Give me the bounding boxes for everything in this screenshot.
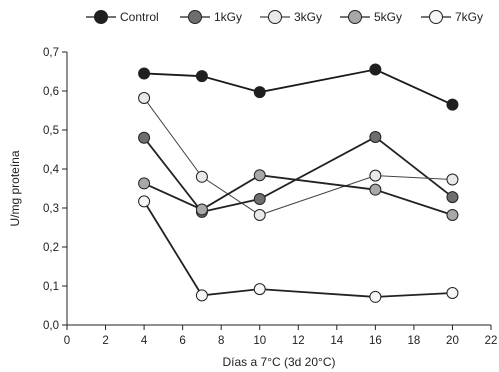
series-line-control	[144, 68, 453, 106]
y-tick-label: 0,3	[43, 203, 59, 215]
series-7kgy	[138, 195, 459, 303]
legend-item-control: Control	[86, 10, 159, 24]
x-tick-label: 4	[141, 335, 148, 347]
data-point-7kgy	[369, 290, 382, 303]
x-tick-label: 10	[253, 335, 266, 347]
data-point-3kgy	[138, 92, 151, 105]
series-5kgy	[138, 169, 459, 222]
x-tick-label: 22	[485, 335, 498, 347]
data-point-7kgy	[446, 287, 459, 300]
x-tick-label: 2	[102, 335, 108, 347]
legend: Control 1kGy 3kGy 5kGy 7kGy	[86, 10, 483, 24]
data-point-7kgy	[138, 195, 151, 208]
y-tick-label: 0,5	[43, 125, 59, 137]
y-tick-label: 0,1	[43, 281, 59, 293]
x-tick-label: 14	[330, 335, 343, 347]
data-point-control	[446, 98, 459, 111]
series-3kgy	[138, 92, 459, 222]
data-point-1kgy	[253, 193, 266, 206]
legend-item-7kgy: 7kGy	[421, 10, 483, 24]
series-control	[138, 63, 459, 111]
legend-item-3kgy: 3kGy	[260, 10, 322, 24]
x-axis-label: Días a 7°C (3d 20°C)	[223, 355, 336, 369]
data-point-3kgy	[253, 209, 266, 222]
legend-marker-1kgy	[188, 10, 202, 24]
data-point-5kgy	[369, 183, 382, 196]
x-tick-label: 20	[446, 335, 459, 347]
legend-label-control: Control	[120, 10, 159, 24]
series-line-5kgy	[143, 174, 453, 216]
data-point-control	[138, 67, 151, 80]
y-tick-label: 0,4	[43, 164, 60, 176]
data-point-3kgy	[369, 169, 382, 182]
x-tick-label: 18	[408, 335, 421, 347]
x-tick-label: 0	[64, 335, 70, 347]
legend-marker-5kgy	[348, 10, 362, 24]
data-point-control	[253, 86, 266, 99]
y-tick-label: 0,6	[43, 86, 59, 98]
axes: 0 2 4 6 8 10 12 14 16 18 20 22 0,00,10,20,30,40,50,…	[43, 47, 497, 347]
series-line-7kgy	[143, 200, 453, 298]
data-point-3kgy	[446, 173, 459, 186]
data-point-5kgy	[253, 169, 266, 182]
x-tick-label: 6	[179, 335, 185, 347]
y-tick-label: 0,0	[43, 320, 59, 332]
y-tick-label: 0,7	[43, 47, 59, 59]
legend-label-3kgy: 3kGy	[294, 10, 322, 24]
data-point-control	[369, 63, 382, 76]
data-point-7kgy	[253, 283, 266, 296]
legend-label-5kgy: 5kGy	[374, 10, 402, 24]
y-tick-label: 0,2	[43, 242, 59, 254]
x-tick-label: 12	[292, 335, 305, 347]
legend-label-1kgy: 1kGy	[214, 10, 242, 24]
series-1kgy	[138, 131, 459, 218]
y-axis-ticks: 0,0 0,1 0,2 0,3 0,4 0,5 0,6 0,7	[43, 47, 67, 332]
legend-marker-3kgy	[268, 10, 282, 24]
legend-label-7kgy: 7kGy	[455, 10, 483, 24]
data-point-7kgy	[195, 289, 208, 302]
x-tick-label: 16	[369, 335, 382, 347]
y-axis-label: U/mg proteína	[8, 150, 22, 226]
series-layer	[138, 63, 459, 303]
x-tick-label: 8	[218, 335, 224, 347]
data-point-5kgy	[446, 209, 459, 222]
legend-item-5kgy: 5kGy	[340, 10, 402, 24]
legend-item-1kgy: 1kGy	[180, 10, 242, 24]
data-point-5kgy	[195, 203, 208, 216]
data-point-1kgy	[369, 131, 382, 144]
legend-marker-7kgy	[429, 10, 443, 24]
data-point-1kgy	[138, 131, 151, 144]
data-point-5kgy	[138, 177, 151, 190]
data-point-3kgy	[195, 170, 208, 183]
data-point-control	[195, 70, 208, 83]
data-point-1kgy	[446, 191, 459, 204]
x-axis-ticks: 0 2 4 6 8 10 12 14 16 18 20 22	[64, 325, 498, 347]
legend-marker-control	[94, 10, 108, 24]
